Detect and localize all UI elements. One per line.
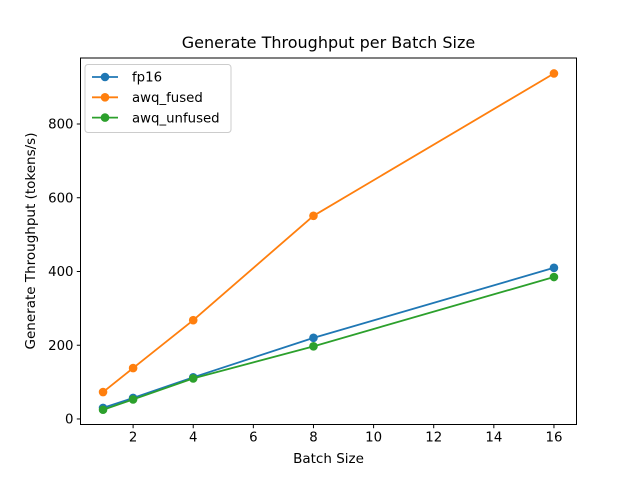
x-axis-label: Batch Size [293, 451, 364, 467]
y-tick-label: 200 [48, 339, 73, 354]
y-tick-label: 400 [48, 265, 73, 280]
x-tick-label: 4 [189, 431, 197, 446]
data-point-fp16-b8 [309, 333, 318, 343]
legend-label-awq_fused: awq_fused [132, 91, 203, 106]
legend-label-fp16: fp16 [132, 71, 162, 86]
x-tick-label: 8 [309, 431, 317, 446]
data-point-awq_fused-b16 [549, 69, 559, 78]
data-point-fp16-b16 [549, 263, 559, 273]
x-tick-label: 12 [425, 431, 442, 446]
x-tick-label: 6 [249, 431, 257, 446]
chart-title: Generate Throughput per Batch Size [181, 33, 476, 52]
data-point-awq_fused-b2 [128, 363, 138, 373]
data-point-awq_unfused-b1 [98, 405, 108, 415]
series-line-awq_unfused [102, 276, 555, 411]
x-tick-label: 14 [485, 431, 502, 446]
axes-frame [80, 57, 577, 425]
y-axis-label: Generate Throughput (tokens/s) [23, 132, 39, 350]
x-tick-label: 2 [129, 431, 137, 446]
legend-marker-awq_fused [100, 93, 110, 102]
data-point-awq_unfused-b8 [309, 342, 318, 351]
legend-box [84, 64, 232, 133]
legend-marker-awq_unfused [100, 113, 110, 122]
y-tick-label: 0 [65, 413, 73, 428]
x-tick-label: 16 [545, 431, 562, 446]
x-tick-label: 10 [365, 431, 382, 446]
data-point-awq_fused-b8 [309, 211, 318, 221]
legend-marker-fp16 [100, 72, 110, 82]
y-tick-label: 800 [48, 118, 73, 133]
data-point-awq_unfused-b2 [128, 395, 138, 404]
data-point-awq_fused-b4 [188, 315, 198, 325]
legend-label-awq_unfused: awq_unfused [132, 111, 220, 126]
y-tick-label: 600 [48, 191, 73, 206]
data-point-awq_unfused-b16 [549, 272, 559, 282]
data-point-awq_fused-b1 [98, 387, 108, 397]
data-point-awq_unfused-b4 [188, 374, 198, 383]
